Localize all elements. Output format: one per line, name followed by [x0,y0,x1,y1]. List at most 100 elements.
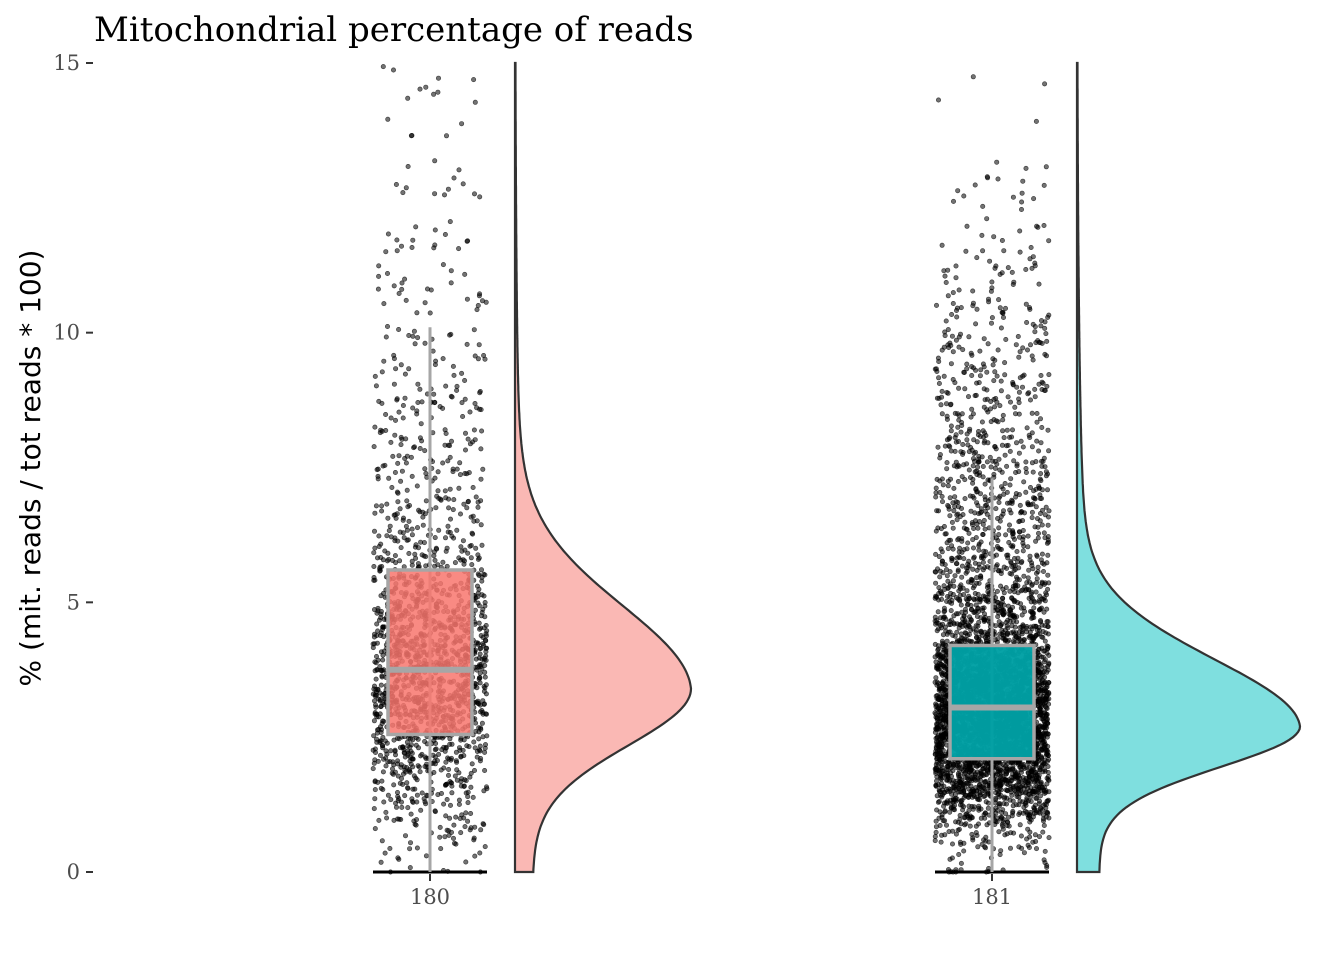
data-point [970,566,976,572]
data-point [379,369,385,375]
data-point [381,799,387,805]
data-point [449,741,455,747]
data-point [976,547,982,553]
data-point [395,773,401,779]
data-point [448,438,454,444]
data-point [376,273,382,279]
data-point [979,630,985,636]
data-point [399,804,405,810]
data-point [400,745,406,751]
data-point [476,603,482,609]
data-point [384,558,390,564]
data-point [1029,353,1035,359]
data-point [433,358,439,364]
data-point [964,431,970,437]
data-point [458,779,464,785]
data-point [445,186,451,192]
data-point [419,751,425,757]
data-point [382,548,388,554]
data-point [476,676,482,682]
data-point [376,817,382,823]
data-point [973,830,979,836]
data-point [1015,333,1021,339]
data-point [1034,553,1040,559]
data-point [939,242,945,248]
data-point [1009,531,1015,537]
data-point [951,508,957,514]
data-point [383,748,389,754]
data-point [1035,516,1041,522]
data-point [391,782,397,788]
data-point [1035,655,1041,661]
data-point [932,838,938,844]
data-point [381,616,387,622]
data-point [395,798,401,804]
data-point [945,483,951,489]
data-point [450,835,456,841]
data-point [955,462,961,468]
data-point [471,327,477,333]
data-point [939,347,945,353]
data-point [482,356,488,362]
data-point [385,231,391,237]
data-point [380,700,386,706]
data-point [372,668,378,674]
data-point [462,396,468,402]
data-point [998,583,1004,589]
data-point [979,232,985,238]
data-point [1014,463,1020,469]
data-point [952,792,958,798]
data-point [477,758,483,764]
data-point [936,380,942,386]
data-point [462,271,468,277]
data-point [1020,444,1026,450]
data-point [1033,538,1039,544]
data-point [975,428,981,434]
data-point [955,478,961,484]
data-point [409,473,415,479]
data-point [382,462,388,468]
data-point [413,817,419,823]
data-point [956,287,962,293]
data-point [1013,469,1019,475]
data-point [470,794,476,800]
data-point [1034,410,1040,416]
data-point [1044,338,1050,344]
data-point [1031,605,1037,611]
data-point [1012,598,1018,604]
data-point [947,495,953,501]
data-point [971,804,977,810]
data-point [383,411,389,417]
data-point [389,766,395,772]
data-point [950,525,956,531]
data-point [392,417,398,423]
data-point [982,481,988,487]
data-point [996,525,1002,531]
data-point [933,580,939,586]
data-point [1018,438,1024,444]
data-point [436,527,442,533]
data-point [472,607,478,613]
data-point [1034,438,1040,444]
data-point [443,383,449,389]
data-point [962,496,968,502]
data-point [372,787,378,793]
data-point [383,809,389,815]
data-point [962,630,968,636]
data-point [999,469,1005,475]
data-point [432,747,438,753]
data-point [970,463,976,469]
data-point [396,856,402,862]
data-point [432,242,438,248]
data-point [407,768,413,774]
data-point [958,305,964,311]
data-point [432,158,438,164]
data-point [948,448,954,454]
data-point [475,640,481,646]
data-point [475,590,481,596]
data-point [943,318,949,324]
data-point [378,611,384,617]
data-point [1032,524,1038,530]
data-point [449,790,455,796]
data-point [422,466,428,472]
